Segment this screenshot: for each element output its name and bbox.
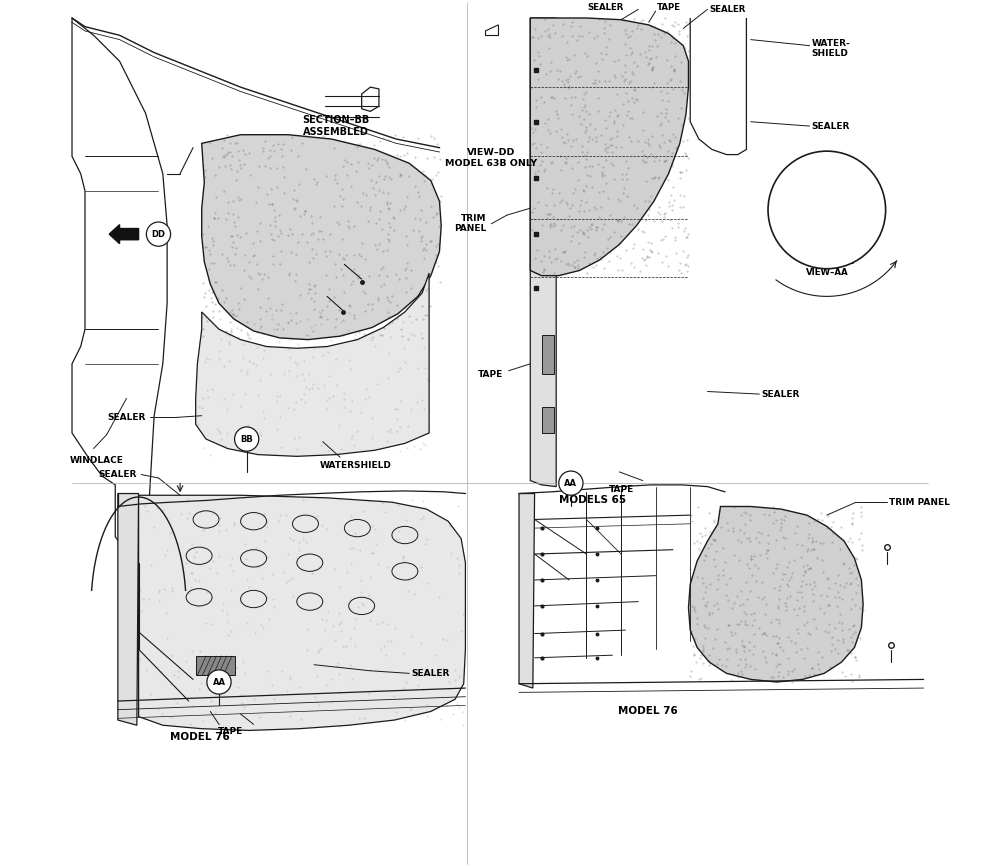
Text: TAPE: TAPE [478, 370, 503, 378]
Polygon shape [519, 494, 535, 688]
Text: AA: AA [213, 677, 226, 687]
Text: TAPE: TAPE [657, 3, 681, 12]
Polygon shape [202, 135, 441, 339]
Polygon shape [688, 507, 863, 682]
Text: SEALER: SEALER [587, 3, 624, 12]
Text: SEALER: SEALER [761, 390, 799, 398]
Text: WINDLACE: WINDLACE [69, 456, 123, 465]
Text: TRIM PANEL: TRIM PANEL [889, 498, 950, 507]
Text: MODEL 76: MODEL 76 [618, 707, 677, 716]
Text: BB: BB [240, 435, 253, 443]
Text: SEALER: SEALER [98, 470, 137, 479]
Text: WATER-
SHIELD: WATER- SHIELD [811, 39, 850, 58]
FancyBboxPatch shape [542, 407, 554, 433]
Text: SEALER: SEALER [411, 669, 449, 678]
Text: TAPE: TAPE [218, 727, 243, 736]
Circle shape [146, 222, 171, 246]
Text: SECTION–BB
ASSEMBLED: SECTION–BB ASSEMBLED [302, 115, 369, 137]
Circle shape [207, 670, 231, 695]
Polygon shape [139, 495, 465, 730]
Circle shape [768, 152, 886, 268]
Polygon shape [118, 494, 139, 725]
Circle shape [235, 427, 259, 451]
FancyBboxPatch shape [542, 335, 554, 374]
Text: TAPE: TAPE [608, 485, 634, 494]
Text: SECTIONAL
VIEW–AA: SECTIONAL VIEW–AA [800, 257, 854, 277]
Text: SEALER: SEALER [811, 121, 850, 131]
Text: WATERSHIELD: WATERSHIELD [320, 462, 392, 470]
Text: SEALER: SEALER [107, 413, 146, 422]
Polygon shape [530, 18, 688, 275]
Polygon shape [196, 273, 429, 456]
Text: MODEL 76: MODEL 76 [170, 733, 229, 742]
Circle shape [559, 471, 583, 495]
Text: AA: AA [564, 479, 577, 488]
Text: TRIM
PANEL: TRIM PANEL [454, 214, 486, 234]
Text: VIEW–DD
MODEL 63B ONLY: VIEW–DD MODEL 63B ONLY [445, 148, 537, 168]
FancyBboxPatch shape [196, 656, 235, 675]
FancyArrow shape [109, 224, 139, 243]
Text: DD: DD [151, 229, 165, 239]
Text: SEALER: SEALER [709, 5, 746, 14]
Polygon shape [530, 18, 556, 487]
Text: MODELS 65: MODELS 65 [559, 495, 626, 506]
